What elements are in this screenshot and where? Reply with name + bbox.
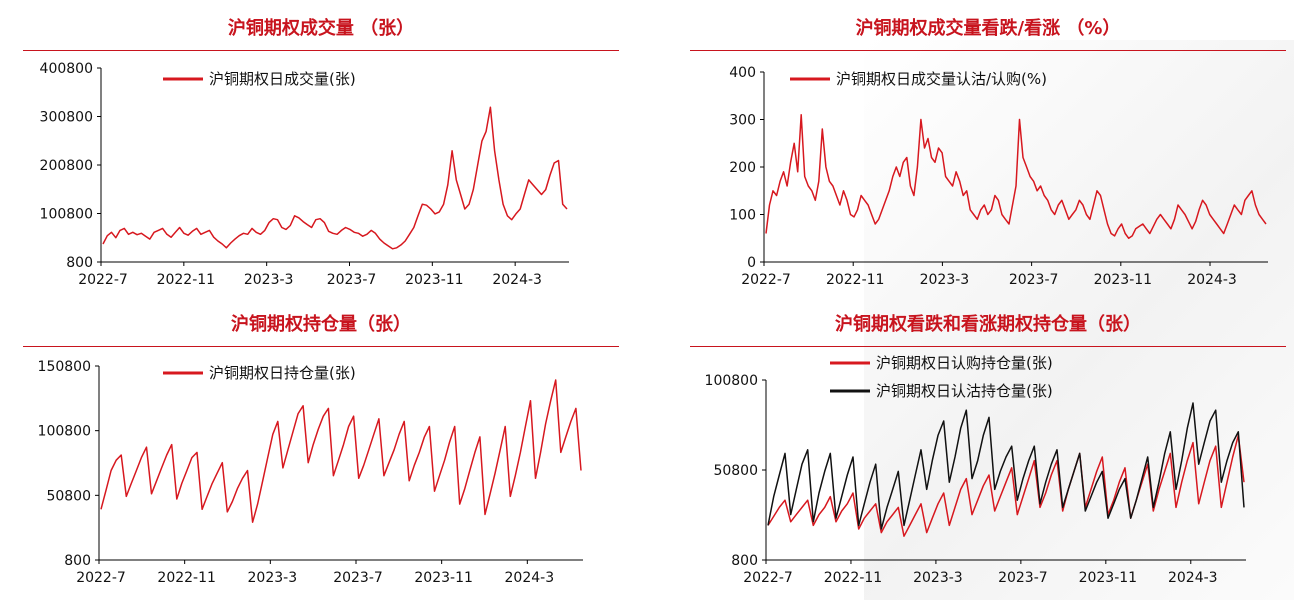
- y-tick-label: 800: [64, 553, 91, 569]
- chart-call-put-oi: 沪铜期权看跌和看涨期权持仓量（张） 100800 50800 800 2022-7 20…: [690, 312, 1286, 596]
- x-tick-label: 2023-11: [1079, 570, 1138, 586]
- x-tick-label: 2023-3: [920, 272, 970, 288]
- title-divider: [23, 346, 619, 347]
- y-tick-label: 300800: [40, 110, 93, 126]
- y-tick-label: 400800: [40, 61, 93, 77]
- series-line: [765, 114, 1267, 240]
- chart-volume-ratio: 沪铜期权成交量看跌/看涨 （%） 400 300 200 100 0 2022-7 2022…: [690, 16, 1286, 300]
- legend-label: 沪铜期权日认购持仓量(张): [876, 354, 1053, 372]
- x-tick-label: 2023-3: [913, 570, 963, 586]
- x-tick-label: 2023-3: [248, 570, 298, 586]
- y-tick-label: 200800: [40, 158, 93, 174]
- title-divider: [690, 346, 1286, 347]
- x-tick-label: 2023-11: [405, 272, 464, 288]
- x-tick-label: 2024-3: [1168, 570, 1218, 586]
- y-tick-label: 150800: [38, 359, 91, 375]
- x-tick-label: 2024-3: [492, 272, 542, 288]
- x-tick-label: 2022-7: [76, 570, 126, 586]
- legend-label: 沪铜期权日成交量(张): [209, 70, 356, 88]
- x-tick-label: 2023-7: [327, 272, 377, 288]
- chart-title: 沪铜期权成交量看跌/看涨 （%）: [855, 18, 1121, 39]
- legend-label: 沪铜期权日认沽持仓量(张): [876, 382, 1053, 400]
- legend-label: 沪铜期权日成交量认沽/认购(%): [836, 70, 1047, 88]
- chart-volume: 沪铜期权成交量 （张） 400800 300800 200800 100800 800 2…: [23, 16, 619, 300]
- x-tick-label: 2022-11: [824, 570, 883, 586]
- y-tick-label: 100800: [40, 207, 93, 223]
- y-tick-label: 100: [729, 208, 756, 224]
- chart-title: 沪铜期权看跌和看涨期权持仓量（张）: [835, 314, 1141, 335]
- y-tick-label: 50800: [713, 463, 758, 479]
- x-tick-label: 2023-11: [414, 570, 473, 586]
- x-tick-label: 2024-3: [505, 570, 555, 586]
- title-divider: [690, 50, 1286, 51]
- y-tick-label: 800: [731, 553, 758, 569]
- chart-open-interest: 沪铜期权持仓量（张） 150800 100800 50800 800 2022-7 202…: [23, 312, 619, 596]
- series-line: [767, 434, 1245, 537]
- x-tick-label: 2023-7: [1009, 272, 1059, 288]
- x-tick-label: 2022-11: [157, 570, 216, 586]
- chart-title: 沪铜期权成交量 （张）: [227, 18, 415, 39]
- y-tick-label: 0: [747, 255, 756, 271]
- y-tick-label: 100800: [38, 424, 91, 440]
- x-tick-label: 2022-11: [826, 272, 885, 288]
- x-tick-label: 2023-3: [244, 272, 294, 288]
- x-tick-label: 2022-11: [157, 272, 216, 288]
- series-line: [100, 379, 582, 523]
- x-tick-label: 2024-3: [1187, 272, 1237, 288]
- title-divider: [23, 50, 619, 51]
- legend-label: 沪铜期权日持仓量(张): [209, 364, 356, 382]
- y-tick-label: 400: [729, 65, 756, 81]
- y-tick-label: 50800: [46, 488, 91, 504]
- x-tick-label: 2022-7: [743, 570, 793, 586]
- x-tick-label: 2023-7: [998, 570, 1048, 586]
- y-tick-label: 200: [729, 160, 756, 176]
- x-tick-label: 2022-7: [741, 272, 791, 288]
- y-tick-label: 300: [729, 113, 756, 129]
- y-tick-label: 800: [66, 255, 93, 271]
- series-line: [102, 106, 568, 250]
- y-tick-label: 100800: [705, 373, 758, 389]
- x-tick-label: 2023-7: [333, 570, 383, 586]
- series-line: [767, 402, 1245, 530]
- chart-title: 沪铜期权持仓量（张）: [231, 314, 411, 335]
- x-tick-label: 2022-7: [78, 272, 128, 288]
- x-tick-label: 2023-11: [1094, 272, 1153, 288]
